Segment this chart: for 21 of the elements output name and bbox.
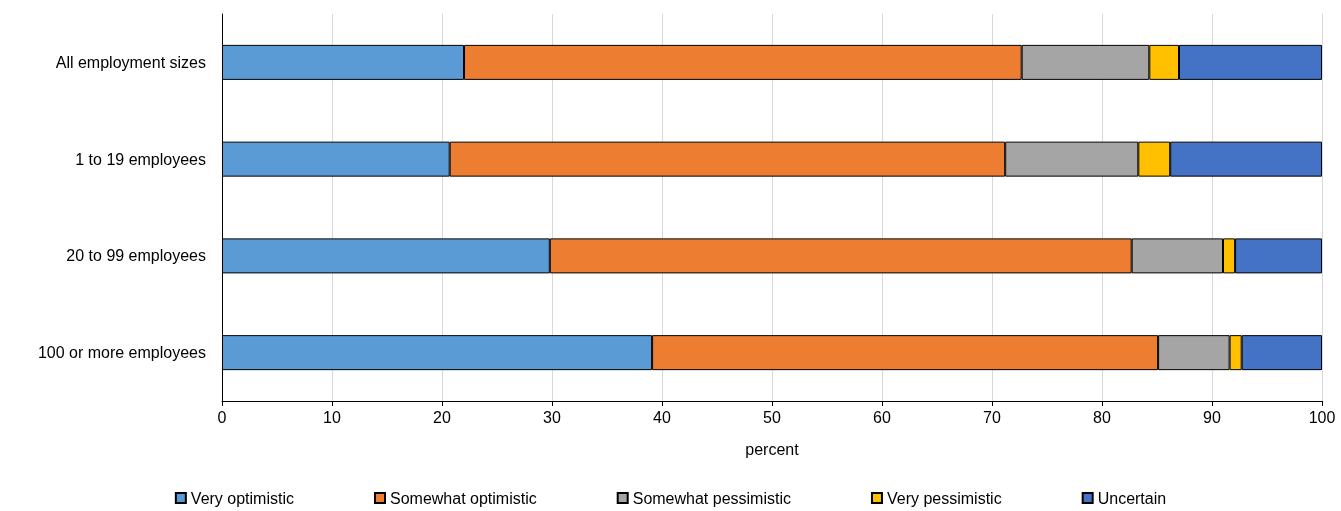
legend-label: Very optimistic <box>190 489 294 507</box>
x-tick-label: 80 <box>1093 408 1111 426</box>
legend-label: Very pessimistic <box>886 489 1002 507</box>
legend-label: Somewhat pessimistic <box>632 489 791 507</box>
x-tick-label: 40 <box>653 408 671 426</box>
y-tick-label: All employment sizes <box>55 53 206 71</box>
x-tick-label: 50 <box>763 408 781 426</box>
x-tick-label: 90 <box>1203 408 1221 426</box>
legend-label: Somewhat optimistic <box>389 489 537 507</box>
x-tick-label: 100 <box>1308 408 1336 426</box>
x-tick-label: 10 <box>323 408 341 426</box>
x-tick-label: 30 <box>543 408 561 426</box>
legend-label: Uncertain <box>1097 489 1167 507</box>
x-tick-label: 70 <box>983 408 1001 426</box>
x-tick-label: 20 <box>433 408 451 426</box>
x-tick-label: 0 <box>217 408 227 426</box>
x-tick-label: 60 <box>873 408 891 426</box>
y-tick-label: 1 to 19 employees <box>75 150 206 168</box>
y-tick-label: 20 to 99 employees <box>66 247 206 265</box>
y-tick-label: 100 or more employees <box>37 344 206 362</box>
x-axis-title: percent <box>745 440 800 458</box>
